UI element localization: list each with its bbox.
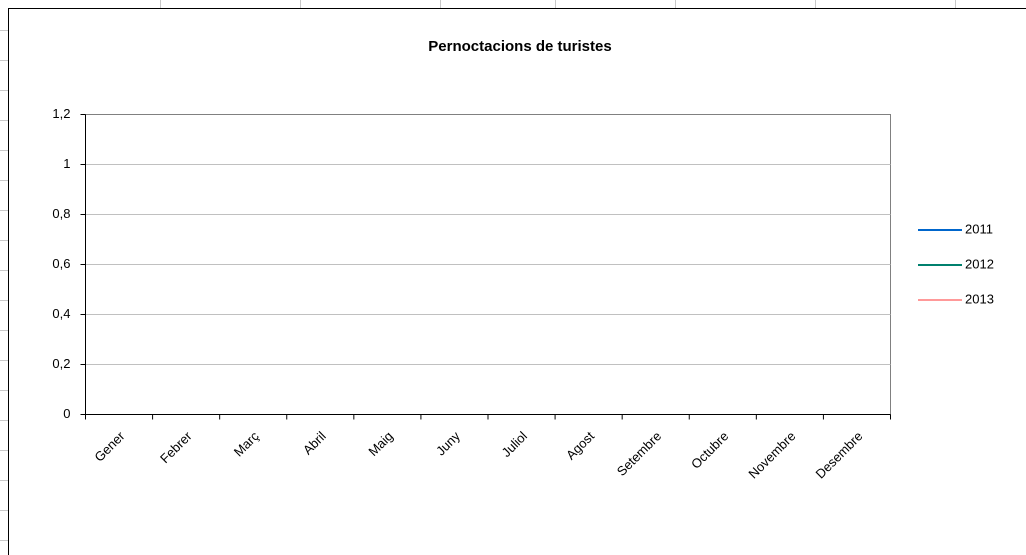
chart-title: Pernoctacions de turistes: [428, 38, 611, 55]
y-tick-label: 1,2: [52, 106, 70, 121]
sheet-grid: [0, 0, 956, 541]
y-tick-label: 0,8: [52, 206, 70, 221]
y-tick-label: 0,6: [52, 256, 70, 271]
y-tick-label: 0,2: [52, 356, 70, 371]
legend-label: 2012: [965, 256, 994, 271]
y-tick-label: 0: [63, 406, 70, 421]
y-tick-label: 1: [63, 156, 70, 171]
legend-label: 2011: [965, 221, 993, 236]
y-tick-label: 0,4: [52, 306, 70, 321]
legend-label: 2013: [965, 291, 994, 306]
